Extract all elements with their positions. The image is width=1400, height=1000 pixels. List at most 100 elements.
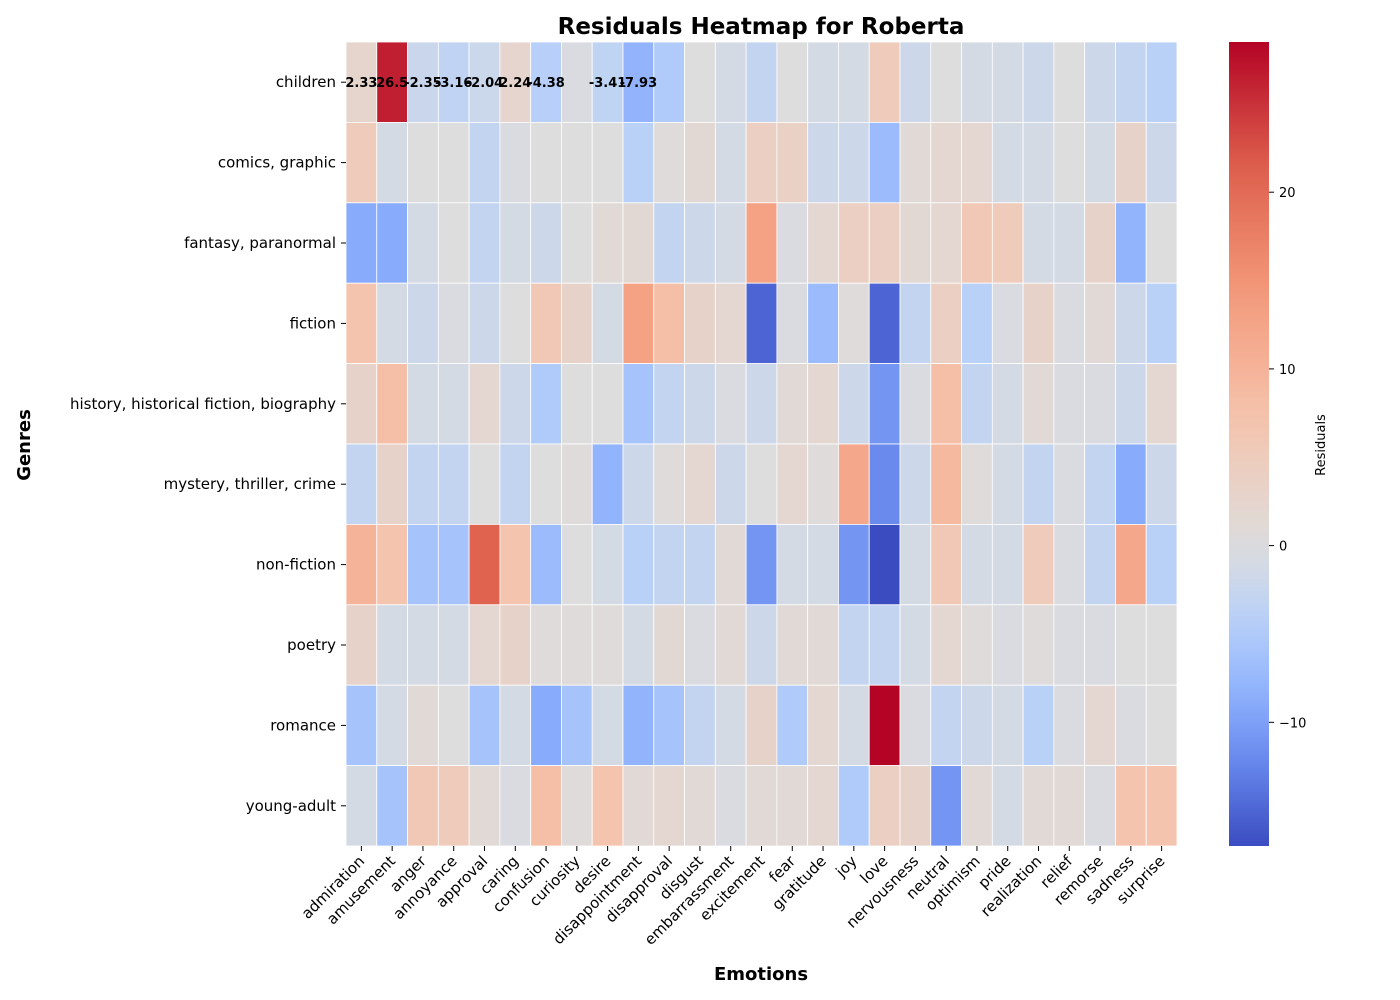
heatmap-cell	[499, 122, 532, 204]
heatmap-cell	[530, 122, 562, 204]
colorbar-label: Residuals	[1314, 414, 1329, 476]
cell-annotation: -4.38	[527, 76, 564, 91]
heatmap-cell	[437, 684, 470, 767]
heatmap-cell	[591, 122, 624, 204]
heatmap-cell	[991, 363, 1024, 445]
heatmap-cell	[807, 604, 839, 686]
heatmap-cell	[868, 443, 901, 525]
heatmap-cell	[1022, 684, 1055, 767]
heatmap-cell	[407, 684, 439, 767]
heatmap-cell	[838, 443, 870, 525]
heatmap-cell	[345, 41, 378, 123]
heatmap-cell	[745, 282, 778, 365]
heatmap-cell	[745, 122, 778, 204]
y-tick-label: non-fiction	[256, 556, 336, 574]
heatmap-cell	[868, 202, 901, 284]
heatmap-cell	[838, 363, 870, 445]
heatmap-cell	[653, 684, 685, 767]
heatmap-cell	[407, 524, 439, 606]
heatmap-cell	[991, 282, 1024, 365]
heatmap-cell	[530, 524, 562, 606]
heatmap-cell	[899, 443, 932, 525]
heatmap-cell	[376, 604, 408, 686]
heatmap-cell	[961, 765, 993, 847]
heatmap-cell	[407, 202, 439, 284]
heatmap-cell	[345, 443, 378, 525]
y-tick-label: romance	[270, 716, 336, 734]
heatmap-cell	[714, 684, 747, 767]
heatmap-cell	[468, 524, 501, 606]
heatmap-cell	[776, 604, 809, 686]
heatmap-cell	[345, 282, 378, 365]
heatmap-cell	[684, 604, 716, 686]
heatmap-cell	[807, 684, 839, 767]
chart-title: Residuals Heatmap for Roberta	[558, 14, 965, 40]
y-tick-label: fantasy, paranormal	[184, 234, 336, 252]
heatmap-cell	[561, 604, 593, 686]
heatmap-cell	[499, 684, 532, 767]
heatmap-cell	[622, 282, 655, 365]
heatmap-cell	[1084, 363, 1116, 445]
colorbar-gradient	[1229, 42, 1269, 846]
y-tick-label: mystery, thriller, crime	[164, 475, 336, 493]
heatmap-cells	[345, 41, 1178, 847]
heatmap-cell	[807, 443, 839, 525]
heatmap-cell	[930, 604, 962, 686]
heatmap-cell	[376, 363, 408, 445]
heatmap-cell	[745, 524, 778, 606]
heatmap-cell	[468, 363, 501, 445]
heatmap-cell	[499, 524, 532, 606]
y-tick-label: history, historical fiction, biography	[70, 395, 336, 413]
heatmap-cell	[930, 684, 962, 767]
heatmap-cell	[437, 363, 470, 445]
x-tick-label: joy	[832, 852, 861, 881]
heatmap-cell	[653, 765, 685, 847]
heatmap-cell	[714, 363, 747, 445]
heatmap-cell	[930, 202, 962, 284]
heatmap-cell	[622, 524, 655, 606]
heatmap-cell	[745, 604, 778, 686]
heatmap-cell	[468, 122, 501, 204]
heatmap-cell	[1053, 202, 1086, 284]
heatmap-cell	[991, 765, 1024, 847]
heatmap-cell	[991, 684, 1024, 767]
heatmap-cell	[961, 202, 993, 284]
heatmap-cell	[838, 122, 870, 204]
heatmap-cell	[407, 41, 439, 123]
heatmap-cell	[407, 443, 439, 525]
heatmap-cell	[345, 122, 378, 204]
colorbar-ticks: −10 0 10 20	[1269, 186, 1306, 731]
heatmap-cell	[437, 202, 470, 284]
heatmap-cell	[838, 765, 870, 847]
heatmap-cell	[868, 122, 901, 204]
heatmap-cell	[499, 41, 532, 123]
heatmap-cell	[1084, 282, 1116, 365]
heatmap-cell	[899, 122, 932, 204]
heatmap-cell	[591, 604, 624, 686]
heatmap-cell	[437, 524, 470, 606]
heatmap-cell	[591, 41, 624, 123]
heatmap-cell	[807, 524, 839, 606]
heatmap-cell	[499, 765, 532, 847]
heatmap-cell	[376, 524, 408, 606]
colorbar-tick-label: 20	[1279, 186, 1296, 201]
y-tick-label: fiction	[290, 314, 336, 332]
heatmap-cell	[376, 765, 408, 847]
heatmap-cell	[622, 202, 655, 284]
heatmap-cell	[899, 684, 932, 767]
heatmap-cell	[407, 363, 439, 445]
heatmap-cell	[930, 122, 962, 204]
heatmap-cell	[622, 363, 655, 445]
x-axis-label: Emotions	[714, 964, 808, 985]
heatmap-cell	[591, 282, 624, 365]
heatmap-cell	[407, 282, 439, 365]
heatmap-cell	[653, 363, 685, 445]
heatmap-cell	[961, 363, 993, 445]
heatmap-cell	[868, 282, 901, 365]
heatmap-cell	[530, 765, 562, 847]
heatmap-cell	[961, 41, 993, 123]
heatmap-cell	[684, 765, 716, 847]
heatmap-cell	[1053, 524, 1086, 606]
heatmap-cell	[345, 363, 378, 445]
heatmap-cell	[1145, 122, 1178, 204]
